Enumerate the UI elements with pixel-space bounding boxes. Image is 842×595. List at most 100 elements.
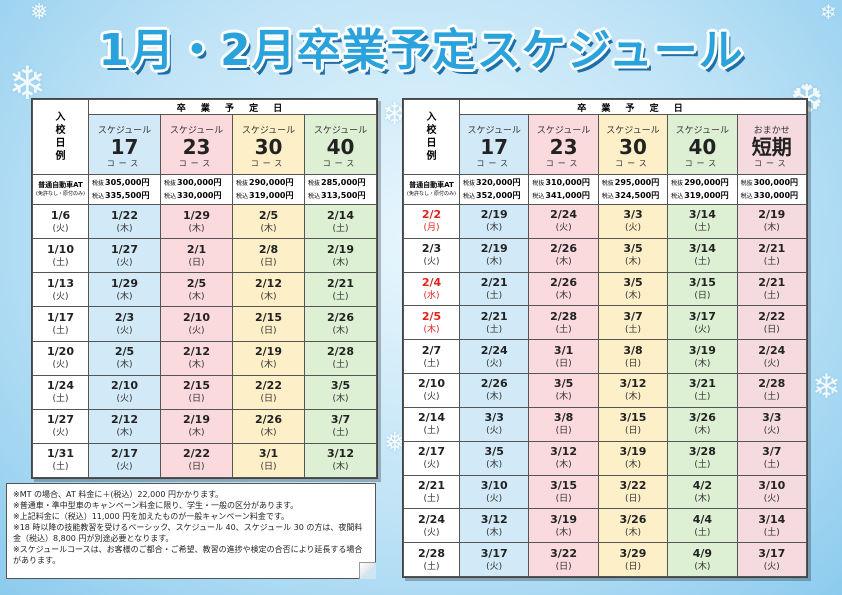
graduation-date-cell: 2/28 (土) (736, 373, 808, 408)
table-row: 1/10 (土) 1/27 (火) 2/1 (日) 2/8 (日) 2/19 (木) (32, 238, 377, 274)
entry-date-cell: 2/7 (土) (403, 339, 460, 375)
graduation-date-cell: 3/12 (木) (528, 440, 599, 476)
graduation-date-cell: 4/4 (土) (667, 508, 738, 544)
graduation-date-header: 卒 業 予 定 日 (88, 99, 377, 115)
entry-date-cell: 1/17 (土) (32, 306, 89, 342)
graduation-date-cell: 2/22 (日) (232, 374, 305, 410)
price-row-label: 普通自動車AT (免許なし・原付のみ) (403, 174, 460, 205)
course-unit: コース (250, 158, 287, 168)
entry-date-cell: 1/10 (土) (32, 238, 89, 274)
course-header: スケジュール 17 コース (458, 114, 530, 175)
course-number: 短期 (751, 134, 792, 159)
graduation-date-cell: 3/17 (火) (667, 305, 738, 341)
course-number: 23 (549, 134, 578, 159)
graduation-date-cell: 2/22 (日) (160, 442, 233, 479)
graduation-date-cell: 2/15 (日) (232, 306, 305, 342)
entry-date-cell: 2/28 (土) (403, 542, 460, 577)
table-row: 2/17 (火) 3/5 (木) 3/12 (木) 3/19 (木) 3/28 (土) 3/7 (土) (403, 440, 808, 476)
course-header: スケジュール 23 コース (528, 114, 599, 175)
page-curl (359, 562, 376, 579)
table-row: 2/10 (火) 2/26 (木) 3/5 (木) 3/12 (木) 3/21 (土) 2/28 (土… (403, 373, 808, 408)
course-price: 税抜320,000円 税込352,000円 (458, 174, 530, 205)
graduation-date-cell: 3/15 (日) (667, 271, 738, 307)
note-line: ※普通車・準中型車のキャンペーン料金に限り、学生・一般の区分があります。 (13, 501, 299, 510)
graduation-date-cell: 2/24 (火) (736, 339, 808, 375)
course-price: 税抜310,000円 税込341,000円 (528, 174, 599, 205)
graduation-date-cell: 4/2 (木) (667, 474, 738, 510)
graduation-date-cell: 2/19 (木) (232, 340, 305, 376)
snowflake-icon: ❅ (30, 0, 49, 25)
graduation-date-cell: 3/26 (木) (597, 508, 669, 544)
entry-date-header: 入校日例 (32, 99, 89, 175)
course-name: スケジュール (675, 125, 730, 136)
course-name: スケジュール (97, 125, 152, 136)
course-unit: コース (684, 158, 721, 168)
graduation-date-cell: 3/3 (火) (736, 406, 808, 442)
course-name: スケジュール (536, 125, 591, 136)
course-number: 30 (254, 134, 283, 159)
course-price: 税抜295,000円 税込324,500円 (597, 174, 669, 205)
graduation-date-cell: 2/8 (日) (232, 238, 305, 274)
entry-date-cell: 2/3 (火) (403, 237, 460, 273)
graduation-date-cell: 2/12 (木) (232, 272, 305, 308)
graduation-date-cell: 3/5 (木) (528, 373, 599, 408)
course-number: 17 (110, 134, 139, 159)
graduation-date-cell: 2/17 (火) (88, 442, 161, 479)
graduation-date-cell: 4/9 (木) (667, 542, 738, 577)
course-header: スケジュール 17 コース (88, 114, 161, 175)
entry-date-cell: 2/2 (月) (403, 204, 460, 239)
graduation-date-cell: 2/28 (土) (528, 305, 599, 341)
graduation-date-cell: 3/3 (火) (458, 406, 530, 442)
graduation-date-cell: 3/21 (土) (667, 373, 738, 408)
entry-date-cell: 2/10 (火) (403, 373, 460, 408)
course-number: 17 (480, 134, 509, 159)
graduation-date-cell: 2/12 (木) (88, 408, 161, 444)
course-name: スケジュール (606, 125, 660, 136)
schedule-table-right: 入校日例卒 業 予 定 日スケジュール 17 コース スケジュール 23 コース スケジュー… (402, 98, 808, 578)
graduation-date-cell: 3/22 (日) (528, 542, 599, 577)
graduation-date-cell: 2/19 (木) (458, 237, 530, 273)
graduation-date-cell: 3/5 (木) (597, 271, 669, 307)
course-price: 税抜290,000円 税込319,000円 (232, 174, 305, 205)
graduation-date-cell: 2/21 (土) (736, 237, 808, 273)
graduation-date-cell: 3/7 (土) (736, 440, 808, 476)
course-unit: コース (545, 158, 582, 168)
course-price: 税抜300,000円 税込330,000円 (736, 174, 808, 205)
graduation-date-cell: 2/14 (土) (304, 203, 377, 240)
graduation-date-cell: 3/17 (火) (458, 542, 530, 577)
graduation-date-cell: 2/28 (土) (304, 340, 377, 376)
course-unit: コース (178, 158, 215, 168)
table-row: 2/21 (土) 3/10 (火) 3/15 (日) 3/22 (日) 4/2 (木) 3/10 (火… (403, 474, 808, 510)
note-line: ※18 時以降の技能教習を受けるベーシック、スケジュール 40、スケジュール 3… (13, 523, 363, 543)
entry-date-cell: 2/21 (土) (403, 474, 460, 510)
graduation-date-cell: 2/12 (木) (160, 340, 233, 376)
price-row-label: 普通自動車AT (免許なし・原付のみ) (32, 174, 89, 205)
course-header: スケジュール 40 コース (304, 114, 377, 175)
graduation-date-cell: 2/26 (木) (528, 237, 599, 273)
graduation-date-cell: 2/19 (木) (458, 204, 530, 239)
graduation-date-cell: 3/28 (土) (667, 440, 738, 476)
course-name: スケジュール (169, 125, 224, 136)
graduation-date-cell: 3/7 (土) (304, 408, 377, 444)
graduation-date-cell: 3/3 (火) (597, 204, 669, 239)
entry-date-cell: 2/24 (火) (403, 508, 460, 544)
graduation-date-cell: 1/22 (木) (88, 203, 161, 240)
entry-date-cell: 1/6 (火) (32, 203, 89, 240)
graduation-date-cell: 2/5 (木) (88, 340, 161, 376)
snowflake-icon: ❄ (812, 367, 841, 407)
graduation-date-cell: 3/10 (火) (736, 474, 808, 510)
course-number: 30 (619, 134, 647, 159)
graduation-date-cell: 2/3 (火) (88, 306, 161, 342)
graduation-date-cell: 2/19 (木) (304, 238, 377, 274)
entry-date-cell: 2/17 (火) (403, 440, 460, 476)
graduation-date-cell: 2/21 (土) (458, 305, 530, 341)
course-header: スケジュール 30 コース (232, 114, 305, 175)
graduation-date-cell: 3/1 (日) (232, 442, 305, 479)
graduation-date-cell: 2/10 (火) (160, 306, 233, 342)
graduation-date-cell: 2/10 (火) (88, 374, 161, 410)
graduation-date-cell: 3/15 (日) (597, 406, 669, 442)
graduation-date-cell: 2/21 (土) (458, 271, 530, 307)
entry-date-cell: 2/5 (木) (403, 305, 460, 341)
graduation-date-cell: 3/22 (日) (597, 474, 669, 510)
graduation-date-cell: 1/27 (火) (88, 238, 161, 274)
